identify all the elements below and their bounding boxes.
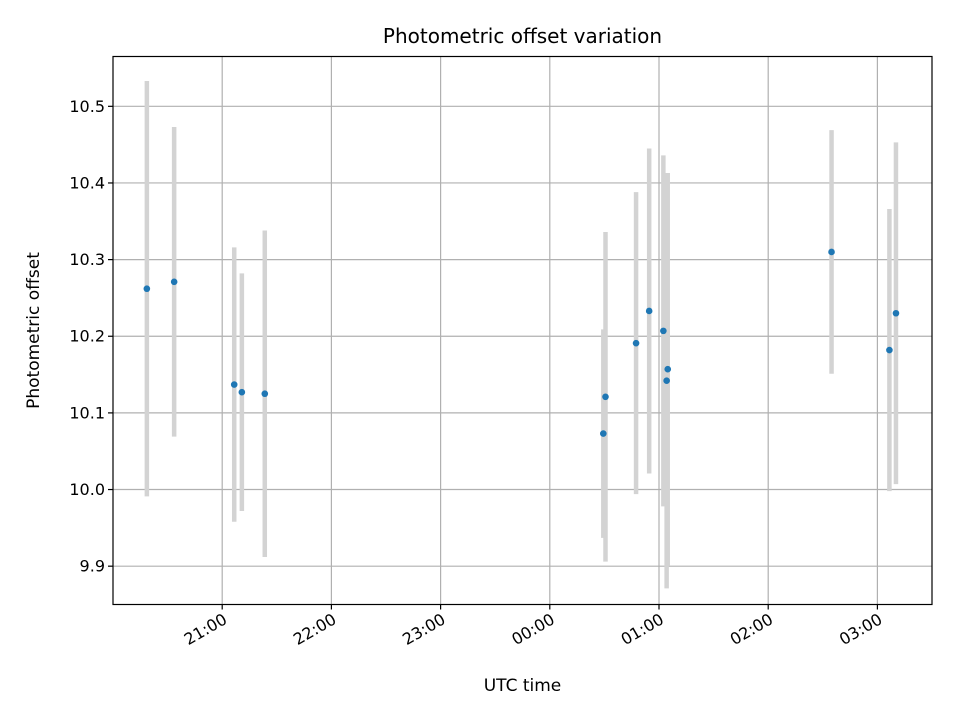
y-tick-label: 10.3	[69, 250, 105, 269]
data-point	[261, 390, 269, 398]
data-point	[828, 248, 835, 256]
data-point	[143, 285, 151, 293]
plot-frame	[112, 55, 933, 606]
data-point	[230, 381, 238, 388]
x-axis-title: UTC time	[484, 676, 562, 696]
data-point	[238, 388, 246, 396]
data-point	[602, 393, 609, 401]
data-points	[143, 248, 900, 437]
y-tick-label: 10.1	[69, 403, 105, 422]
grid	[113, 56, 932, 605]
data-point	[600, 430, 607, 437]
data-point	[645, 307, 653, 315]
data-point	[664, 365, 672, 373]
data-point	[170, 278, 178, 286]
y-tick-label: 10.0	[69, 480, 105, 499]
y-axis-title: Photometric offset	[24, 252, 44, 409]
y-tick-label: 10.4	[69, 173, 105, 192]
data-point	[663, 377, 670, 385]
data-point	[892, 309, 900, 317]
y-tick-label: 10.5	[69, 97, 105, 116]
data-point	[886, 346, 893, 354]
data-point	[632, 339, 640, 347]
y-axis: 9.9 10.0 10.1 10.2 10.3 10.4 10.5	[69, 97, 113, 576]
data-point	[660, 327, 667, 335]
y-tick-label: 10.2	[69, 327, 105, 346]
chart-title: Photometric offset variation	[383, 24, 662, 48]
y-tick-label: 9.9	[80, 557, 105, 576]
